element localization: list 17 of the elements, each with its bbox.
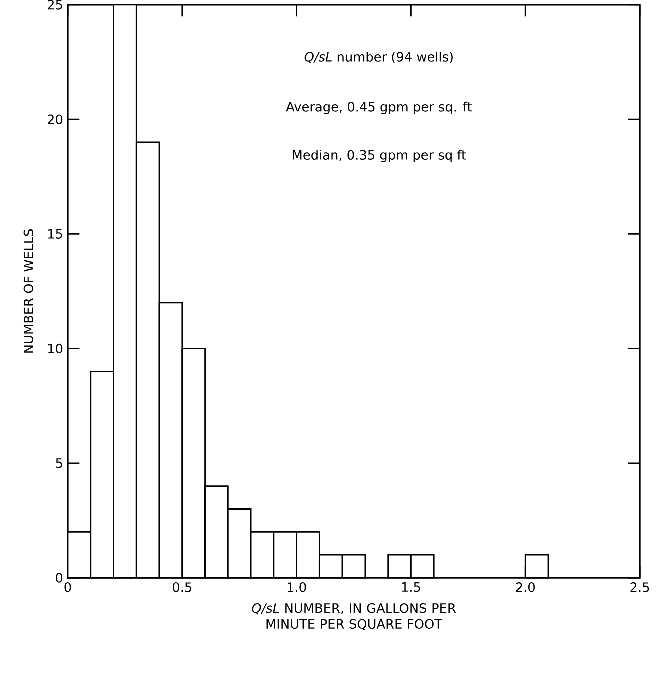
annotation: Q/sL number (94 wells) <box>304 52 453 64</box>
x-tick-label: 1.0 <box>288 582 306 592</box>
x-tick-label: 0.5 <box>173 582 192 592</box>
y-tick-label: 0 <box>56 573 63 583</box>
x-tick-label: 0 <box>64 582 72 592</box>
y-tick-label: 25 <box>48 0 62 10</box>
y-tick-label: 15 <box>48 229 62 239</box>
annotation: Median, 0.35 gpm per sq ft <box>293 150 466 162</box>
annotation: Average, 0.45 gpm per sq. ft <box>286 102 472 114</box>
y-tick-label: 10 <box>48 344 63 354</box>
y-axis-title: NUMBER OF WELLS <box>24 230 34 353</box>
y-tick-label: 20 <box>48 114 63 124</box>
y-tick-label: 5 <box>56 458 62 468</box>
x-tick-label: 2.0 <box>516 582 535 592</box>
x-tick-label: 1.5 <box>402 582 420 592</box>
x-axis-title: Q/sL NUMBER, IN GALLONS PER MINUTE PER SQUARE FOOT <box>252 603 456 630</box>
x-tick-label: 2.5 <box>630 582 650 592</box>
